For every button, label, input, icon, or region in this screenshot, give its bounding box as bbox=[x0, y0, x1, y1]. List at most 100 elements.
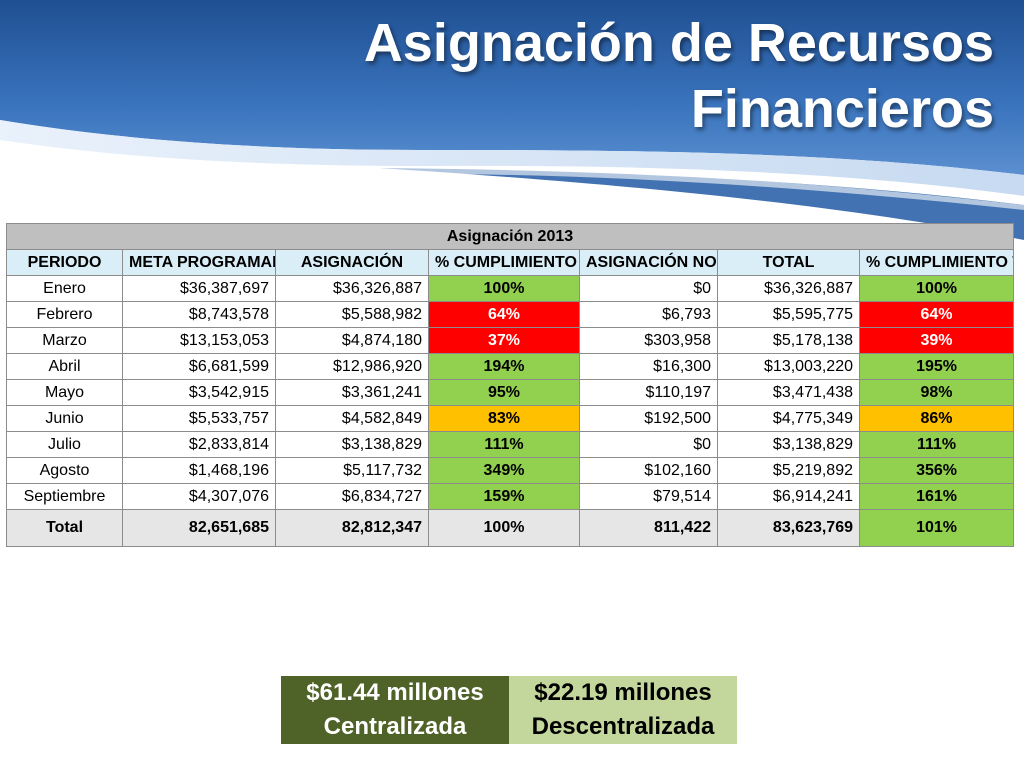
cell-periodo: Mayo bbox=[6, 379, 123, 406]
cell-total: $5,595,775 bbox=[717, 301, 860, 328]
total-asignacion: 82,812,347 bbox=[275, 509, 429, 547]
cell-asignacion-no-programada: $303,958 bbox=[579, 327, 718, 354]
total-cumplimiento: 100% bbox=[428, 509, 580, 547]
cell-cumplimiento-total: 111% bbox=[858, 431, 1015, 458]
cell-meta-programada: $1,468,196 bbox=[122, 457, 276, 484]
cell-cumplimiento-total: 161% bbox=[858, 483, 1015, 510]
descentralizada-label: Descentralizada bbox=[509, 710, 737, 744]
total-row: Total 82,651,685 82,812,347 100% 811,422… bbox=[6, 509, 1015, 547]
cell-cumplimiento: 95% bbox=[428, 379, 580, 406]
cell-total: $5,178,138 bbox=[717, 327, 860, 354]
cell-cumplimiento-total: 100% bbox=[858, 275, 1015, 302]
cell-asignacion-no-programada: $0 bbox=[579, 275, 718, 302]
cell-asignacion-no-programada: $16,300 bbox=[579, 353, 718, 380]
cell-total: $3,138,829 bbox=[717, 431, 860, 458]
cell-asignacion-no-programada: $0 bbox=[579, 431, 718, 458]
cell-periodo: Septiembre bbox=[6, 483, 123, 510]
table-row: Junio $5,533,757 $4,582,849 83% $192,500 $4,7… bbox=[6, 405, 1015, 432]
cell-asignacion: $4,874,180 bbox=[275, 327, 429, 354]
header-asignacion: ASIGNACIÓN bbox=[275, 249, 429, 276]
cell-asignacion: $5,588,982 bbox=[275, 301, 429, 328]
cell-meta-programada: $13,153,053 bbox=[122, 327, 276, 354]
cell-cumplimiento: 100% bbox=[428, 275, 580, 302]
summary-table: $61.44 millones $22.19 millones Centrali… bbox=[281, 676, 737, 744]
cell-total: $4,775,349 bbox=[717, 405, 860, 432]
total-meta: 82,651,685 bbox=[122, 509, 276, 547]
cell-periodo: Julio bbox=[6, 431, 123, 458]
cell-meta-programada: $3,542,915 bbox=[122, 379, 276, 406]
cell-periodo: Marzo bbox=[6, 327, 123, 354]
cell-asignacion-no-programada: $6,793 bbox=[579, 301, 718, 328]
summary-box: $61.44 millones $22.19 millones Centrali… bbox=[281, 676, 737, 744]
cell-total: $36,326,887 bbox=[717, 275, 860, 302]
cell-cumplimiento: 111% bbox=[428, 431, 580, 458]
header-wave-background bbox=[0, 0, 1024, 240]
allocation-table: Asignación 2013 PERIODO META PROGRAMADA … bbox=[5, 223, 1015, 547]
cell-cumplimiento: 37% bbox=[428, 327, 580, 354]
table-row: Febrero $8,743,578 $5,588,982 64% $6,793 $5,5… bbox=[6, 301, 1015, 328]
cell-asignacion: $3,138,829 bbox=[275, 431, 429, 458]
cell-cumplimiento: 349% bbox=[428, 457, 580, 484]
table-row: Marzo $13,153,053 $4,874,180 37% $303,958 $5,… bbox=[6, 327, 1015, 354]
slide-title: Asignación de Recursos Financieros bbox=[94, 10, 994, 142]
cell-cumplimiento-total: 86% bbox=[858, 405, 1015, 432]
table-row: Julio $2,833,814 $3,138,829 111% $0 $3,138,82… bbox=[6, 431, 1015, 458]
header-asignacion-no-programada: ASIGNACIÓN NO PROGRAMADA bbox=[579, 249, 718, 276]
header-cumplimiento: % CUMPLIMIENTO bbox=[428, 249, 580, 276]
cell-asignacion: $4,582,849 bbox=[275, 405, 429, 432]
cell-meta-programada: $4,307,076 bbox=[122, 483, 276, 510]
cell-meta-programada: $8,743,578 bbox=[122, 301, 276, 328]
table-row: Septiembre $4,307,076 $6,834,727 159% $79,51… bbox=[6, 483, 1015, 510]
centralizada-label: Centralizada bbox=[281, 710, 509, 744]
cell-meta-programada: $5,533,757 bbox=[122, 405, 276, 432]
cell-meta-programada: $2,833,814 bbox=[122, 431, 276, 458]
cell-asignacion: $5,117,732 bbox=[275, 457, 429, 484]
title-line-1: Asignación de Recursos bbox=[363, 13, 994, 73]
cell-cumplimiento: 194% bbox=[428, 353, 580, 380]
cell-meta-programada: $36,387,697 bbox=[122, 275, 276, 302]
table-row: Mayo $3,542,915 $3,361,241 95% $110,197 $3,47… bbox=[6, 379, 1015, 406]
table-row: Agosto $1,468,196 $5,117,732 349% $102,160 $5… bbox=[6, 457, 1015, 484]
table-row: Enero $36,387,697 $36,326,887 100% $0 $36,326… bbox=[6, 275, 1015, 302]
cell-asignacion: $36,326,887 bbox=[275, 275, 429, 302]
total-label: Total bbox=[6, 509, 123, 547]
cell-cumplimiento-total: 64% bbox=[858, 301, 1015, 328]
cell-total: $3,471,438 bbox=[717, 379, 860, 406]
cell-cumplimiento-total: 39% bbox=[858, 327, 1015, 354]
total-no-programada: 811,422 bbox=[579, 509, 718, 547]
title-line-2: Financieros bbox=[690, 79, 994, 139]
cell-periodo: Abril bbox=[6, 353, 123, 380]
cell-periodo: Febrero bbox=[6, 301, 123, 328]
table-caption: Asignación 2013 bbox=[5, 223, 1015, 250]
cell-cumplimiento-total: 356% bbox=[858, 457, 1015, 484]
cell-periodo: Enero bbox=[6, 275, 123, 302]
cell-asignacion-no-programada: $192,500 bbox=[579, 405, 718, 432]
cell-asignacion: $6,834,727 bbox=[275, 483, 429, 510]
header-cumplimiento-total: % CUMPLIMIENTO TOTAL bbox=[858, 249, 1015, 276]
cell-cumplimiento-total: 195% bbox=[858, 353, 1015, 380]
cell-meta-programada: $6,681,599 bbox=[122, 353, 276, 380]
cell-cumplimiento: 83% bbox=[428, 405, 580, 432]
cell-cumplimiento-total: 98% bbox=[858, 379, 1015, 406]
header-meta-programada: META PROGRAMADA bbox=[122, 249, 276, 276]
cell-cumplimiento: 159% bbox=[428, 483, 580, 510]
cell-total: $5,219,892 bbox=[717, 457, 860, 484]
cell-asignacion: $3,361,241 bbox=[275, 379, 429, 406]
cell-asignacion-no-programada: $110,197 bbox=[579, 379, 718, 406]
total-cumplimiento-total: 101% bbox=[858, 509, 1015, 547]
descentralizada-amount: $22.19 millones bbox=[509, 676, 737, 710]
cell-cumplimiento: 64% bbox=[428, 301, 580, 328]
total-total: 83,623,769 bbox=[717, 509, 860, 547]
table-body: Enero $36,387,697 $36,326,887 100% $0 $36,326… bbox=[6, 275, 1015, 510]
cell-asignacion: $12,986,920 bbox=[275, 353, 429, 380]
allocation-table-wrapper: Asignación 2013 PERIODO META PROGRAMADA … bbox=[5, 223, 1015, 547]
cell-total: $6,914,241 bbox=[717, 483, 860, 510]
centralizada-amount: $61.44 millones bbox=[281, 676, 509, 710]
table-row: Abril $6,681,599 $12,986,920 194% $16,300 $13… bbox=[6, 353, 1015, 380]
cell-asignacion-no-programada: $102,160 bbox=[579, 457, 718, 484]
header-periodo: PERIODO bbox=[6, 249, 123, 276]
cell-total: $13,003,220 bbox=[717, 353, 860, 380]
header-total: TOTAL bbox=[717, 249, 860, 276]
cell-periodo: Junio bbox=[6, 405, 123, 432]
